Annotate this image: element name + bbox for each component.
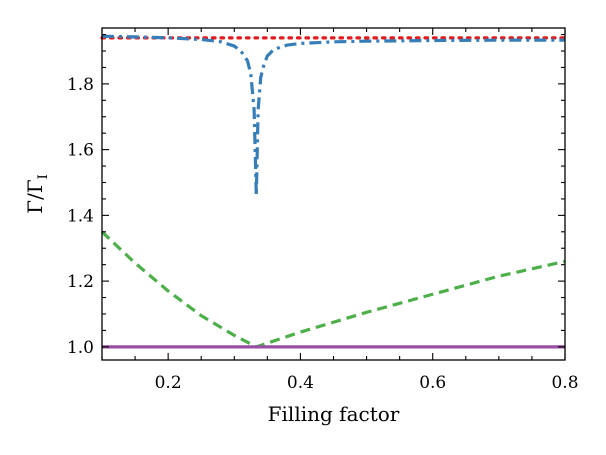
- y-axis-label: Γ/ΓI: [23, 174, 51, 214]
- y-axis-label-main: Γ/Γ: [23, 179, 47, 214]
- x-tick-label: 0.8: [551, 373, 578, 393]
- y-tick-label: 1.8: [67, 75, 94, 95]
- x-tick-label: 0.2: [155, 373, 182, 393]
- y-axis-label-subscript: I: [36, 174, 51, 179]
- ticks-layer: 0.2 0.4 0.6 0.8 1.0 1.2 1.4 1.6 1.8: [67, 28, 579, 393]
- y-tick-label: 1.0: [67, 338, 94, 358]
- series-line-dashed: [100, 230, 566, 349]
- x-tick-label: 0.6: [419, 373, 446, 393]
- series-layer: [100, 34, 567, 349]
- y-tick-label: 1.4: [67, 206, 94, 226]
- y-tick-label: 1.6: [67, 141, 94, 161]
- series-line-dash-dot: [101, 34, 565, 198]
- x-axis-label: Filling factor: [268, 402, 400, 426]
- x-tick-label: 0.4: [287, 373, 314, 393]
- plot-frame: [101, 27, 566, 361]
- y-tick-label: 1.2: [67, 272, 94, 292]
